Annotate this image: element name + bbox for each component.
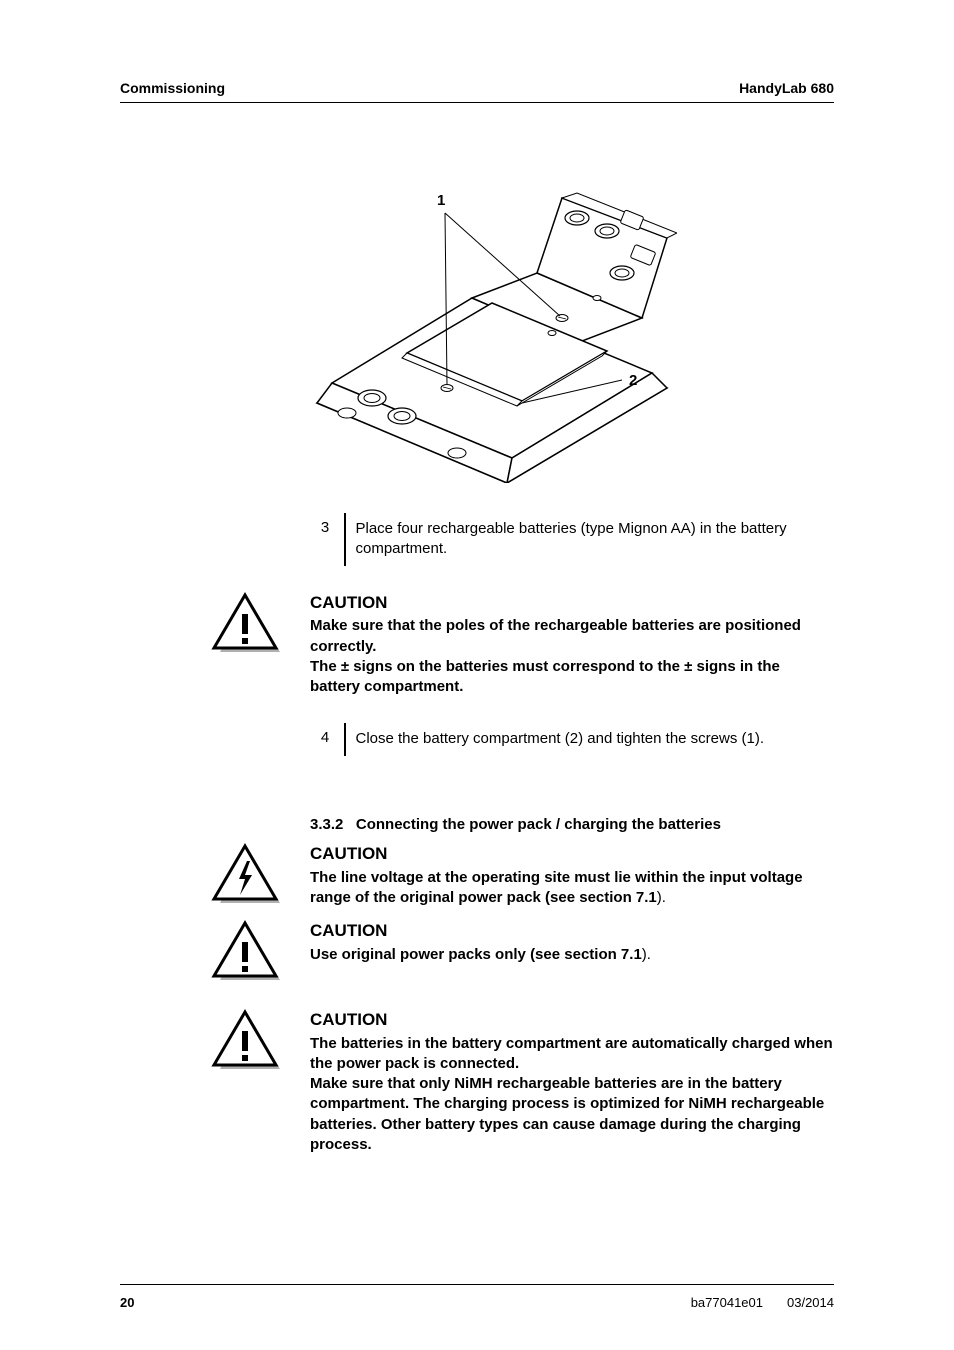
page-number: 20 xyxy=(120,1295,134,1310)
warning-bolt-icon xyxy=(210,843,280,910)
step-number: 4 xyxy=(310,723,340,752)
caution-title: CAUTION xyxy=(310,1009,834,1032)
caution-text: The batteries in the battery compartment… xyxy=(310,1034,834,1156)
step-row: 3 Place four rechargeable batteries (typ… xyxy=(310,513,834,566)
device-figure: 1 2 xyxy=(120,183,834,483)
caution-text: The line voltage at the operating site m… xyxy=(310,868,834,909)
warning-excl-icon xyxy=(210,920,280,987)
svg-text:1: 1 xyxy=(437,192,445,209)
svg-text:2: 2 xyxy=(629,372,637,389)
doc-id: ba77041e01 xyxy=(691,1295,763,1310)
caution-block: CAUTION The line voltage at the operatin… xyxy=(120,843,834,910)
caution-title: CAUTION xyxy=(310,843,834,866)
step-number: 3 xyxy=(310,513,340,542)
section-heading: 3.3.2 Connecting the power pack / chargi… xyxy=(310,816,834,833)
caution-block: CAUTION Use original power packs only (s… xyxy=(120,920,834,987)
caution-text: Make sure that the poles of the recharge… xyxy=(310,616,834,697)
step-row: 4 Close the battery compartment (2) and … xyxy=(310,723,834,755)
caution-text: Use original power packs only (see secti… xyxy=(310,945,834,965)
doc-date: 03/2014 xyxy=(787,1295,834,1310)
warning-excl-icon xyxy=(210,592,280,659)
header-product: HandyLab 680 xyxy=(739,80,834,96)
caution-title: CAUTION xyxy=(310,592,834,615)
header-section: Commissioning xyxy=(120,80,225,96)
caution-title: CAUTION xyxy=(310,920,834,943)
step-text: Place four rechargeable batteries (type … xyxy=(356,513,835,566)
step-text: Close the battery compartment (2) and ti… xyxy=(356,723,835,755)
page-footer: 20 ba77041e01 03/2014 xyxy=(120,1284,834,1310)
caution-block: CAUTION Make sure that the poles of the … xyxy=(120,592,834,698)
caution-block: CAUTION The batteries in the battery com… xyxy=(120,1009,834,1155)
page-header: Commissioning HandyLab 680 xyxy=(120,80,834,103)
warning-excl-icon xyxy=(210,1009,280,1076)
